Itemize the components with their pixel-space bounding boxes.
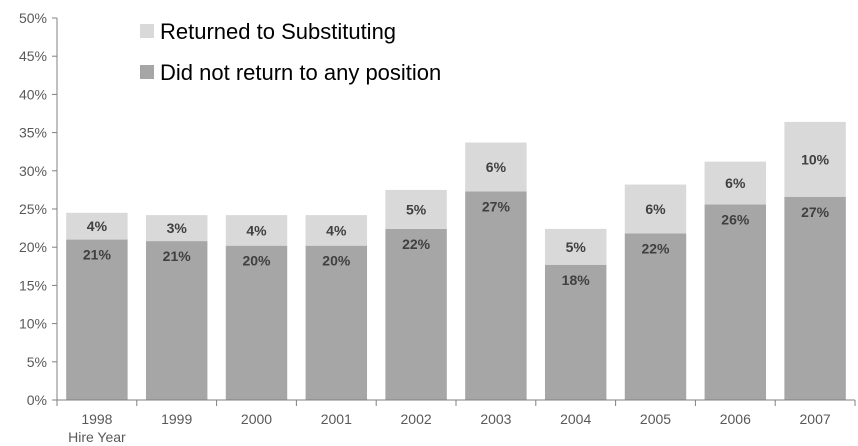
legend-swatch: [140, 65, 154, 79]
bar-did-not-return: [624, 233, 687, 400]
data-label-did-not-return: 20%: [242, 253, 271, 269]
bar-returned-to-substituting: [544, 228, 607, 265]
bar-did-not-return: [465, 191, 527, 400]
x-tick-label: 1998: [81, 411, 112, 427]
bar-returned-to-substituting: [784, 121, 846, 197]
bar-returned-to-substituting: [66, 212, 128, 240]
data-label-returned-to-substituting: 4%: [246, 222, 267, 238]
x-tick-label: 2005: [640, 411, 671, 427]
data-label-returned-to-substituting: 6%: [645, 201, 666, 217]
bar-did-not-return: [784, 196, 846, 400]
bar-did-not-return: [305, 245, 368, 400]
bar-did-not-return: [225, 245, 288, 400]
x-axis: 1998 1999 2000 2001 2002 2003 2004 2005 2006 2007…: [56, 399, 856, 445]
y-tick-label: 35%: [19, 125, 47, 141]
bar-returned-to-substituting: [704, 161, 767, 205]
data-label-did-not-return: 22%: [402, 236, 431, 252]
bar-did-not-return: [385, 228, 447, 400]
x-tick-label: 1999: [161, 411, 192, 427]
x-tick-label: 2002: [401, 411, 432, 427]
data-label-returned-to-substituting: 10%: [801, 151, 830, 167]
data-label-did-not-return: 27%: [482, 198, 511, 214]
legend-label: Returned to Substituting: [160, 19, 396, 44]
data-label-did-not-return: 18%: [562, 272, 591, 288]
data-label-returned-to-substituting: 5%: [406, 201, 427, 217]
y-tick-label: 20%: [19, 239, 47, 255]
y-tick-label: 50%: [19, 10, 47, 26]
x-tick-label: 2007: [800, 411, 831, 427]
y-tick-label: 15%: [19, 277, 47, 293]
bar-did-not-return: [66, 239, 128, 400]
bar-returned-to-substituting: [624, 184, 687, 234]
data-label-returned-to-substituting: 3%: [167, 220, 188, 236]
data-label-returned-to-substituting: 4%: [326, 222, 347, 238]
bar-returned-to-substituting: [305, 215, 368, 246]
legend-label: Did not return to any position: [160, 60, 441, 85]
data-label-did-not-return: 21%: [83, 247, 112, 263]
data-label-did-not-return: 27%: [801, 204, 830, 220]
x-tick-label: 2003: [480, 411, 511, 427]
bar-returned-to-substituting: [225, 215, 288, 246]
bars: 21% 4% 21% 3% 20% 4% 20% 4% 22% 5% 27% 6% 18% 5% 22% 6%…: [66, 121, 846, 400]
y-axis: 0% 5% 10% 15% 20% 25% 30% 35% 40% 45% 50%: [19, 10, 58, 408]
data-label-returned-to-substituting: 6%: [486, 159, 507, 175]
y-tick-label: 10%: [19, 316, 47, 332]
y-tick-label: 45%: [19, 48, 47, 64]
bar-did-not-return: [544, 264, 607, 400]
bar-did-not-return: [145, 241, 208, 400]
y-tick-label: 30%: [19, 163, 47, 179]
legend: Returned to Substituting Did not return t…: [140, 19, 441, 85]
bar-did-not-return: [704, 204, 767, 400]
data-label-did-not-return: 21%: [163, 248, 192, 264]
y-tick-label: 5%: [27, 354, 47, 370]
x-tick-label: 2006: [720, 411, 751, 427]
y-tick-label: 40%: [19, 86, 47, 102]
data-label-did-not-return: 20%: [322, 253, 351, 269]
bar-returned-to-substituting: [465, 142, 527, 192]
x-tick-label: 2004: [560, 411, 591, 427]
data-label-returned-to-substituting: 6%: [725, 175, 746, 191]
bar-returned-to-substituting: [145, 215, 208, 242]
y-tick-label: 25%: [19, 201, 47, 217]
y-tick-label: 0%: [27, 392, 47, 408]
data-label-returned-to-substituting: 5%: [566, 239, 587, 255]
x-axis-title: Hire Year: [68, 429, 126, 445]
bar-returned-to-substituting: [385, 189, 447, 229]
data-label-did-not-return: 22%: [641, 240, 670, 256]
data-label-did-not-return: 26%: [721, 211, 750, 227]
x-tick-label: 2001: [321, 411, 352, 427]
x-tick-label: 2000: [241, 411, 272, 427]
data-label-returned-to-substituting: 4%: [87, 218, 108, 234]
legend-swatch: [140, 24, 154, 38]
